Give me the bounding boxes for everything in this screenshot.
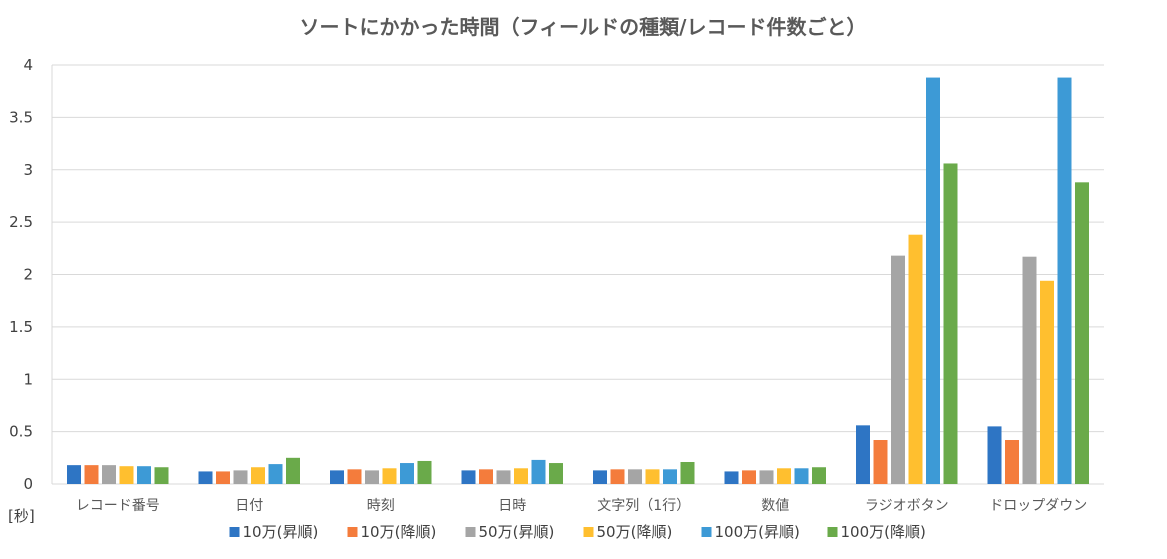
legend-swatch — [583, 527, 594, 537]
bar — [759, 470, 774, 484]
bar — [1057, 77, 1072, 484]
x-category-label: 数値 — [761, 498, 789, 514]
bar — [663, 469, 677, 484]
bars — [67, 77, 1089, 484]
y-tick-label: 3 — [23, 161, 33, 179]
bar — [1022, 256, 1037, 484]
bar — [251, 467, 265, 484]
legend: 10万(昇順) 10万(降順) 50万(昇順) 50万(降順) 100万(昇順) 100万… — [229, 523, 926, 541]
bar — [926, 77, 940, 484]
legend-label: 10万(昇順) — [243, 523, 319, 541]
bar — [268, 464, 283, 484]
x-category-label: 文字列（1行） — [597, 498, 690, 514]
bar — [628, 469, 642, 484]
x-axis-labels: レコード番号 日付 時刻 日時 文字列（1行） 数値 ラジオボタン ドロップダウン — [76, 498, 1088, 514]
bar — [216, 471, 230, 484]
legend-label: 50万(昇順) — [479, 523, 555, 541]
bar — [347, 469, 362, 484]
x-category-label: 日時 — [498, 498, 526, 514]
y-tick-label: 3.5 — [9, 108, 33, 126]
y-tick-label: 2.5 — [9, 213, 33, 231]
bar — [382, 468, 397, 484]
bar — [330, 470, 344, 484]
bar — [680, 462, 695, 484]
y-axis-unit-label: [秒] — [8, 507, 35, 525]
y-tick-label: 4 — [23, 56, 33, 74]
legend-swatch — [229, 527, 240, 537]
x-category-label: 時刻 — [367, 498, 395, 514]
bar — [645, 469, 660, 484]
bar — [461, 470, 476, 484]
chart-title: ソートにかかった時間（フィールドの種類/レコード件数ごと） — [300, 15, 867, 39]
x-category-label: レコード番号 — [76, 498, 160, 514]
bar — [1005, 440, 1019, 484]
legend-label: 100万(降順) — [841, 523, 926, 541]
bar — [1040, 280, 1054, 484]
bar — [233, 470, 248, 484]
y-tick-label: 0 — [23, 475, 33, 493]
bar — [198, 471, 213, 484]
y-axis-ticks: 0 0.5 1 1.5 2 2.5 3 3.5 4 — [9, 56, 33, 493]
bar — [987, 426, 1002, 484]
bar — [549, 463, 563, 484]
bar — [286, 457, 300, 484]
bar — [856, 425, 870, 484]
y-tick-label: 2 — [23, 266, 33, 284]
legend-swatch — [701, 527, 712, 537]
bar — [908, 234, 923, 484]
bar — [84, 465, 99, 484]
bar — [1075, 182, 1089, 484]
legend-label: 50万(降順) — [597, 523, 673, 541]
bar — [496, 470, 511, 484]
legend-label: 10万(降順) — [361, 523, 437, 541]
bar — [514, 468, 528, 484]
bar — [137, 466, 151, 484]
legend-swatch — [347, 527, 358, 537]
y-tick-label: 1 — [23, 370, 33, 388]
bar — [742, 470, 756, 484]
legend-swatch — [827, 527, 838, 537]
bar — [479, 469, 493, 484]
legend-swatch — [465, 527, 476, 537]
bar — [531, 459, 546, 484]
bar — [610, 469, 625, 484]
bar — [67, 465, 81, 484]
y-tick-label: 0.5 — [9, 423, 33, 441]
bar — [943, 163, 958, 484]
bar — [794, 468, 809, 484]
gridlines — [52, 64, 1104, 485]
legend-label: 100万(昇順) — [715, 523, 800, 541]
bar — [119, 466, 134, 484]
x-category-label: ラジオボタン — [865, 498, 949, 514]
y-tick-label: 1.5 — [9, 318, 33, 336]
bar — [400, 463, 414, 484]
bar — [102, 465, 116, 484]
bar — [724, 471, 739, 484]
bar — [593, 470, 607, 484]
bar — [154, 467, 169, 484]
bar — [873, 440, 888, 484]
bar — [417, 460, 432, 484]
bar — [777, 468, 791, 484]
bar — [812, 467, 826, 484]
bar — [365, 470, 379, 484]
x-category-label: ドロップダウン — [989, 498, 1087, 514]
x-category-label: 日付 — [235, 498, 263, 514]
bar — [891, 255, 905, 484]
